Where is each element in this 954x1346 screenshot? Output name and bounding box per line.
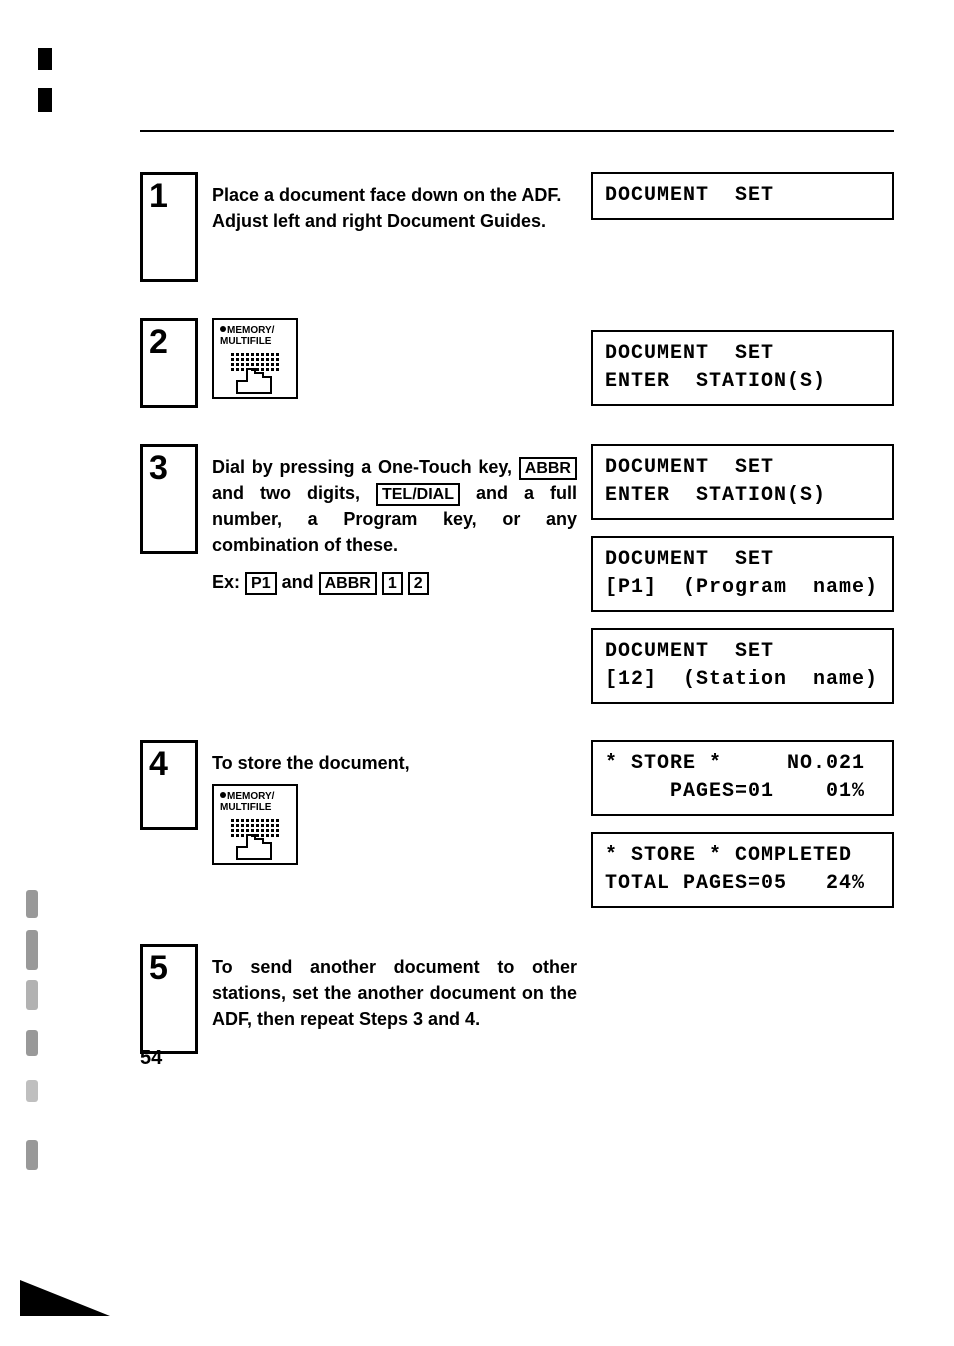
abbr-key[interactable]: ABBR bbox=[319, 572, 377, 595]
step-2: 2 MEMORY/ MULTIFILE DOCUMENT SET ENTER S… bbox=[140, 318, 894, 408]
step-number: 1 bbox=[149, 179, 168, 213]
lcd-display: DOCUMENT SET ENTER STATION(S) bbox=[591, 444, 894, 520]
led-dot-icon bbox=[220, 326, 226, 332]
memory-multifile-button[interactable]: MEMORY/ MULTIFILE bbox=[212, 318, 298, 399]
lcd-display: * STORE * NO.021 PAGES=01 01% bbox=[591, 740, 894, 816]
step-1-displays: DOCUMENT SET bbox=[591, 172, 894, 220]
instruction-text: and bbox=[277, 572, 319, 592]
step-number-box: 5 bbox=[140, 944, 198, 1054]
digit-1-key[interactable]: 1 bbox=[382, 572, 403, 595]
lcd-display: DOCUMENT SET [12] (Station name) bbox=[591, 628, 894, 704]
display-line: DOCUMENT SET bbox=[605, 640, 774, 663]
display-line: [P1] (Program name) bbox=[605, 576, 878, 599]
display-line: DOCUMENT SET bbox=[605, 184, 774, 207]
example-label: Ex: bbox=[212, 572, 245, 592]
display-line: TOTAL PAGES=05 24% bbox=[605, 872, 865, 895]
lcd-display: DOCUMENT SET [P1] (Program name) bbox=[591, 536, 894, 612]
step-2-instruction: MEMORY/ MULTIFILE bbox=[212, 318, 577, 399]
step-number-box: 2 bbox=[140, 318, 198, 408]
display-line: * STORE * NO.021 bbox=[605, 752, 865, 775]
step-number: 2 bbox=[149, 325, 168, 359]
display-line: DOCUMENT SET bbox=[605, 342, 774, 365]
p1-key[interactable]: P1 bbox=[245, 572, 277, 595]
lcd-display: DOCUMENT SET bbox=[591, 172, 894, 220]
display-line: ENTER STATION(S) bbox=[605, 370, 826, 393]
step-5-instruction: To send another document to other statio… bbox=[212, 944, 577, 1032]
scan-artifact bbox=[26, 1140, 38, 1170]
step-3-instruction: Dial by pressing a One-Touch key, ABBR a… bbox=[212, 444, 577, 595]
button-label-line1: MEMORY/ bbox=[227, 325, 274, 336]
press-hand-icon bbox=[227, 833, 283, 863]
tel-dial-key[interactable]: TEL/DIAL bbox=[376, 483, 460, 506]
step-2-displays: DOCUMENT SET ENTER STATION(S) bbox=[591, 318, 894, 406]
top-rule bbox=[140, 130, 894, 132]
instruction-text: To send another document to other statio… bbox=[212, 957, 577, 1029]
display-line: ENTER STATION(S) bbox=[605, 484, 826, 507]
button-label-line1: MEMORY/ bbox=[227, 791, 274, 802]
page-corner-triangle bbox=[20, 1280, 110, 1316]
page-number: 54 bbox=[140, 1047, 162, 1070]
step-3: 3 Dial by pressing a One-Touch key, ABBR… bbox=[140, 444, 894, 704]
button-label-line2: MULTIFILE bbox=[220, 336, 271, 347]
step-4: 4 To store the document, MEMORY/ MULTIFI… bbox=[140, 740, 894, 908]
digit-2-key[interactable]: 2 bbox=[408, 572, 429, 595]
step-number: 5 bbox=[149, 951, 168, 985]
instruction-text: Dial by pressing a One-Touch key, bbox=[212, 457, 512, 477]
lcd-display: * STORE * COMPLETED TOTAL PAGES=05 24% bbox=[591, 832, 894, 908]
instruction-text: and two digits, bbox=[212, 483, 376, 503]
step-number-box: 3 bbox=[140, 444, 198, 554]
instruction-text: Place a document face down on the ADF. bbox=[212, 185, 561, 205]
step-4-instruction: To store the document, MEMORY/ MULTIFILE bbox=[212, 740, 577, 865]
step-4-displays: * STORE * NO.021 PAGES=01 01% * STORE * … bbox=[591, 740, 894, 908]
step-number-box: 1 bbox=[140, 172, 198, 282]
press-hand-icon bbox=[227, 367, 283, 397]
display-line: PAGES=01 01% bbox=[605, 780, 865, 803]
led-dot-icon bbox=[220, 792, 226, 798]
step-1-instruction: Place a document face down on the ADF. A… bbox=[212, 172, 577, 234]
memory-multifile-button[interactable]: MEMORY/ MULTIFILE bbox=[212, 784, 298, 865]
step-5: 5 To send another document to other stat… bbox=[140, 944, 894, 1054]
lcd-display: DOCUMENT SET ENTER STATION(S) bbox=[591, 330, 894, 406]
step-3-displays: DOCUMENT SET ENTER STATION(S) DOCUMENT S… bbox=[591, 444, 894, 704]
button-label-line2: MULTIFILE bbox=[220, 802, 271, 813]
display-line: * STORE * COMPLETED bbox=[605, 844, 852, 867]
display-line: DOCUMENT SET bbox=[605, 548, 774, 571]
instruction-text: Adjust left and right Document Guides. bbox=[212, 211, 546, 231]
instruction-text: To store the document, bbox=[212, 753, 410, 773]
step-number: 3 bbox=[149, 451, 168, 485]
display-line: DOCUMENT SET bbox=[605, 456, 774, 479]
step-number-box: 4 bbox=[140, 740, 198, 830]
display-line: [12] (Station name) bbox=[605, 668, 878, 691]
step-number: 4 bbox=[149, 747, 168, 781]
step-1: 1 Place a document face down on the ADF.… bbox=[140, 172, 894, 282]
abbr-key[interactable]: ABBR bbox=[519, 457, 577, 480]
